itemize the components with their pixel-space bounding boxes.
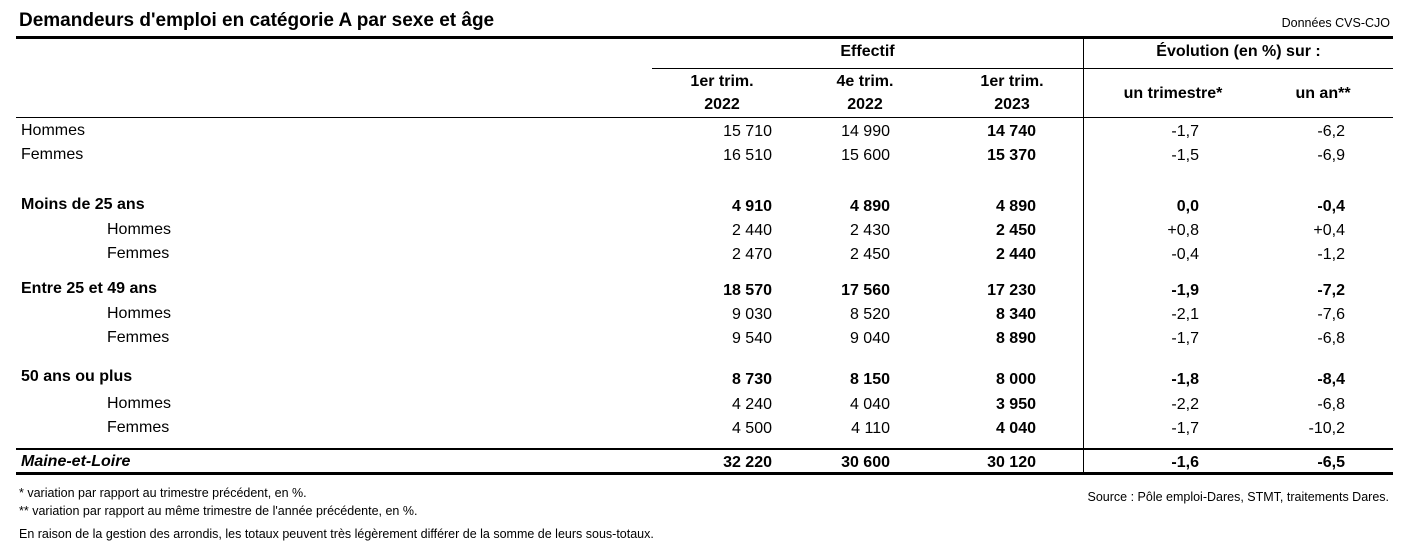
cell: -6,5 bbox=[1317, 454, 1345, 471]
cell: -1,7 bbox=[1171, 123, 1199, 140]
cell: +0,8 bbox=[1167, 222, 1199, 239]
footnote-3: En raison de la gestion des arrondis, le… bbox=[19, 527, 654, 541]
cell: -1,6 bbox=[1171, 454, 1199, 471]
cell: 0,0 bbox=[1176, 198, 1199, 215]
col3-header-line1: 1er trim. bbox=[980, 73, 1044, 90]
cell: -6,8 bbox=[1317, 330, 1345, 347]
cell: 8 340 bbox=[995, 306, 1036, 323]
col2-header-line1: 4e trim. bbox=[836, 73, 894, 90]
cell: 9 040 bbox=[849, 330, 890, 347]
row-label-50-plus: 50 ans ou plus bbox=[21, 368, 133, 385]
cell: 30 600 bbox=[841, 454, 890, 471]
effectif-header: Effectif bbox=[840, 43, 895, 60]
col2-header-line2: 2022 bbox=[847, 96, 883, 113]
cell: 4 500 bbox=[731, 420, 772, 437]
evolution-header: Évolution (en %) sur : bbox=[1156, 43, 1321, 60]
cell: 4 910 bbox=[731, 198, 772, 215]
row-label-femmes: Femmes bbox=[107, 419, 170, 436]
cell: 8 730 bbox=[731, 371, 772, 388]
row-label-hommes: Hommes bbox=[21, 122, 86, 139]
cell: 8 520 bbox=[849, 306, 890, 323]
cell: 2 430 bbox=[849, 222, 890, 239]
cell: +0,4 bbox=[1313, 222, 1345, 239]
cell: 8 000 bbox=[995, 371, 1036, 388]
cell: -1,7 bbox=[1171, 420, 1199, 437]
cell: 2 440 bbox=[731, 222, 772, 239]
column-divider bbox=[1083, 39, 1084, 473]
cell: -1,2 bbox=[1317, 246, 1345, 263]
cell: 2 470 bbox=[731, 246, 772, 263]
cell: 4 240 bbox=[731, 396, 772, 413]
effectif-underline bbox=[652, 68, 1083, 69]
cell: -1,9 bbox=[1171, 282, 1199, 299]
cell: 18 570 bbox=[723, 282, 772, 299]
row-label-hommes: Hommes bbox=[107, 221, 172, 238]
cell: -8,4 bbox=[1317, 371, 1345, 388]
cell: -0,4 bbox=[1317, 198, 1345, 215]
data-note: Données CVS-CJO bbox=[1281, 16, 1390, 30]
cell: -10,2 bbox=[1308, 420, 1345, 437]
table-title: Demandeurs d'emploi en catégorie A par s… bbox=[19, 10, 495, 31]
cell: 15 600 bbox=[841, 147, 890, 164]
cell: -6,8 bbox=[1317, 396, 1345, 413]
cell: 8 150 bbox=[849, 371, 890, 388]
cell: -2,2 bbox=[1171, 396, 1199, 413]
cell: 17 560 bbox=[841, 282, 890, 299]
row-label-femmes: Femmes bbox=[107, 329, 170, 346]
cell: 9 030 bbox=[731, 306, 772, 323]
col3-header-line2: 2023 bbox=[994, 96, 1030, 113]
header-bottom-rule bbox=[16, 117, 1393, 118]
cell: -7,2 bbox=[1317, 282, 1345, 299]
row-label-femmes: Femmes bbox=[21, 146, 84, 163]
top-rule bbox=[16, 36, 1393, 39]
cell: 17 230 bbox=[987, 282, 1036, 299]
total-top-rule bbox=[16, 448, 1393, 450]
cell: 4 040 bbox=[995, 420, 1036, 437]
cell: 8 890 bbox=[995, 330, 1036, 347]
row-label-hommes: Hommes bbox=[107, 305, 172, 322]
cell: 4 110 bbox=[851, 420, 890, 437]
cell: 32 220 bbox=[723, 454, 772, 471]
row-label-femmes: Femmes bbox=[107, 245, 170, 262]
evolution-underline bbox=[1084, 68, 1393, 69]
cell: 16 510 bbox=[723, 147, 772, 164]
cell: -1,8 bbox=[1171, 371, 1199, 388]
cell: 15 710 bbox=[723, 123, 772, 140]
cell: 4 890 bbox=[995, 198, 1036, 215]
cell: -1,7 bbox=[1171, 330, 1199, 347]
col1-header-line1: 1er trim. bbox=[690, 73, 754, 90]
row-label-hommes: Hommes bbox=[107, 395, 172, 412]
cell: -6,2 bbox=[1317, 123, 1345, 140]
cell: 9 540 bbox=[731, 330, 772, 347]
footnote-2: ** variation par rapport au même trimest… bbox=[19, 504, 418, 518]
row-label-total: Maine-et-Loire bbox=[21, 453, 131, 470]
cell: -2,1 bbox=[1171, 306, 1199, 323]
cell: 4 040 bbox=[849, 396, 890, 413]
col5-header: un an** bbox=[1295, 85, 1351, 102]
row-label-25-49: Entre 25 et 49 ans bbox=[21, 280, 158, 297]
cell: 2 450 bbox=[849, 246, 890, 263]
cell: -6,9 bbox=[1317, 147, 1345, 164]
cell: 3 950 bbox=[995, 396, 1036, 413]
cell: -1,5 bbox=[1171, 147, 1199, 164]
footnote-1: * variation par rapport au trimestre pré… bbox=[19, 486, 307, 500]
row-label-moins-25: Moins de 25 ans bbox=[21, 196, 145, 213]
cell: 14 740 bbox=[987, 123, 1036, 140]
col1-header-line2: 2022 bbox=[704, 96, 740, 113]
cell: 30 120 bbox=[987, 454, 1036, 471]
cell: 4 890 bbox=[849, 198, 890, 215]
cell: -7,6 bbox=[1317, 306, 1345, 323]
cell: -0,4 bbox=[1171, 246, 1199, 263]
cell: 2 440 bbox=[995, 246, 1036, 263]
bottom-rule bbox=[16, 472, 1393, 475]
cell: 15 370 bbox=[987, 147, 1036, 164]
cell: 2 450 bbox=[995, 222, 1036, 239]
source-note: Source : Pôle emploi-Dares, STMT, traite… bbox=[1087, 490, 1390, 504]
col4-header: un trimestre* bbox=[1123, 85, 1223, 102]
cell: 14 990 bbox=[841, 123, 890, 140]
